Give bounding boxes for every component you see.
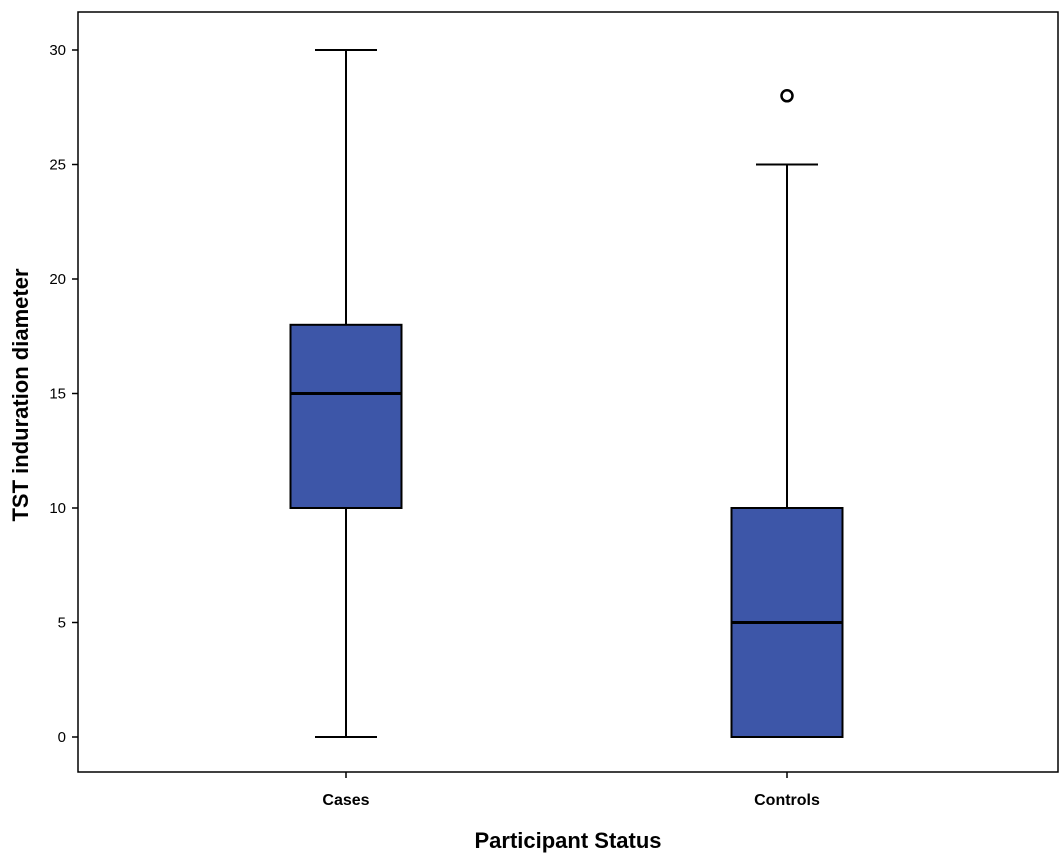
x-axis: Cases Controls — [322, 772, 820, 809]
x-axis-title: Participant Status — [474, 828, 661, 853]
y-tick-label: 0 — [58, 729, 66, 746]
y-tick-label: 20 — [49, 271, 66, 288]
x-tick-label: Cases — [322, 792, 369, 809]
y-axis: 0 5 10 15 20 25 30 — [49, 42, 78, 746]
x-tick-label: Controls — [754, 792, 820, 809]
box-cases — [289, 49, 403, 738]
y-tick-label: 25 — [49, 157, 66, 174]
y-tick-label: 10 — [49, 500, 66, 517]
outlier-point — [780, 89, 794, 103]
y-tick-label: 30 — [49, 42, 66, 59]
iqr-box — [289, 323, 403, 509]
y-axis-title: TST induration diameter — [8, 268, 33, 521]
box-series — [289, 49, 844, 738]
plot-frame — [77, 11, 1059, 773]
y-tick-label: 5 — [58, 615, 66, 632]
y-tick-label: 15 — [49, 386, 66, 403]
box-controls — [730, 89, 844, 738]
